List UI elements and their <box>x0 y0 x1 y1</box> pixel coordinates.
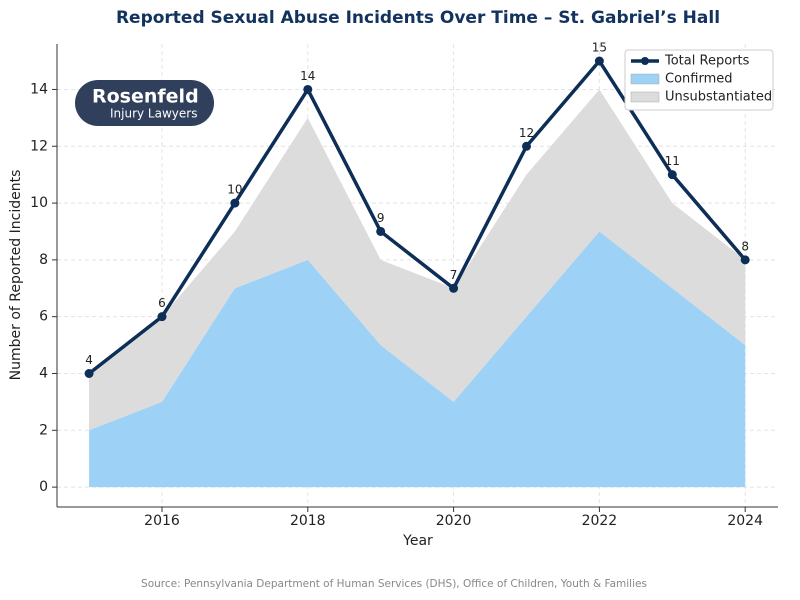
x-tick-label: 2018 <box>290 513 326 529</box>
legend-swatch <box>630 91 660 103</box>
data-label: 12 <box>519 126 534 140</box>
point <box>84 368 94 378</box>
area <box>89 89 746 431</box>
y-tick-label: 14 <box>30 81 48 97</box>
x-tick-label: 2024 <box>727 513 763 529</box>
point <box>157 312 167 322</box>
logo-tagline: Injury Lawyers <box>110 107 197 121</box>
y-tick-label: 6 <box>39 309 48 325</box>
legend: Total Reports Confirmed Unsubstantiated <box>624 49 774 111</box>
data-label: 8 <box>741 239 749 253</box>
y-tick-label: 8 <box>39 252 48 268</box>
line <box>88 58 747 375</box>
x-tick-label: 2022 <box>582 513 618 529</box>
point <box>740 255 750 265</box>
data-label: 10 <box>227 183 242 197</box>
legend-label: Total Reports <box>664 54 750 69</box>
point <box>667 170 677 180</box>
data-label: 4 <box>85 353 93 367</box>
logo-badge <box>75 80 214 126</box>
legend-label: Unsubstantiated <box>665 90 772 105</box>
x-tick-label: 2020 <box>436 513 472 529</box>
data-label: 6 <box>158 296 166 310</box>
x-axis-label: Year <box>402 533 433 549</box>
chart-title: Reported Sexual Abuse Incidents Over Tim… <box>116 8 720 28</box>
point <box>449 283 459 293</box>
y-tick-label: 2 <box>39 422 48 438</box>
point <box>521 141 531 151</box>
y-tick-label: 0 <box>39 479 48 495</box>
legend-box <box>624 49 774 111</box>
area <box>89 231 746 488</box>
y-tick-label: 10 <box>30 195 48 211</box>
data-label: 14 <box>300 69 315 83</box>
legend-label: Confirmed <box>665 72 733 87</box>
source-note: Source: Pennsylvania Department of Human… <box>141 578 647 590</box>
y-axis-label: Number of Reported Incidents <box>8 170 24 381</box>
point <box>594 56 604 66</box>
data-label: 9 <box>377 211 385 225</box>
legend-swatch <box>630 73 660 85</box>
y-tick-label: 4 <box>39 365 48 381</box>
logo: Rosenfeld Injury Lawyers <box>75 80 214 126</box>
y-tick-label: 12 <box>30 138 48 154</box>
x-tick-label: 2016 <box>144 513 180 529</box>
point <box>303 84 313 94</box>
point <box>376 226 386 236</box>
data-label: 7 <box>450 268 458 282</box>
point <box>230 198 240 208</box>
logo-name: Rosenfeld <box>92 86 199 108</box>
legend-swatch <box>641 57 649 65</box>
data-label: 15 <box>592 41 607 55</box>
data-label: 11 <box>665 154 680 168</box>
